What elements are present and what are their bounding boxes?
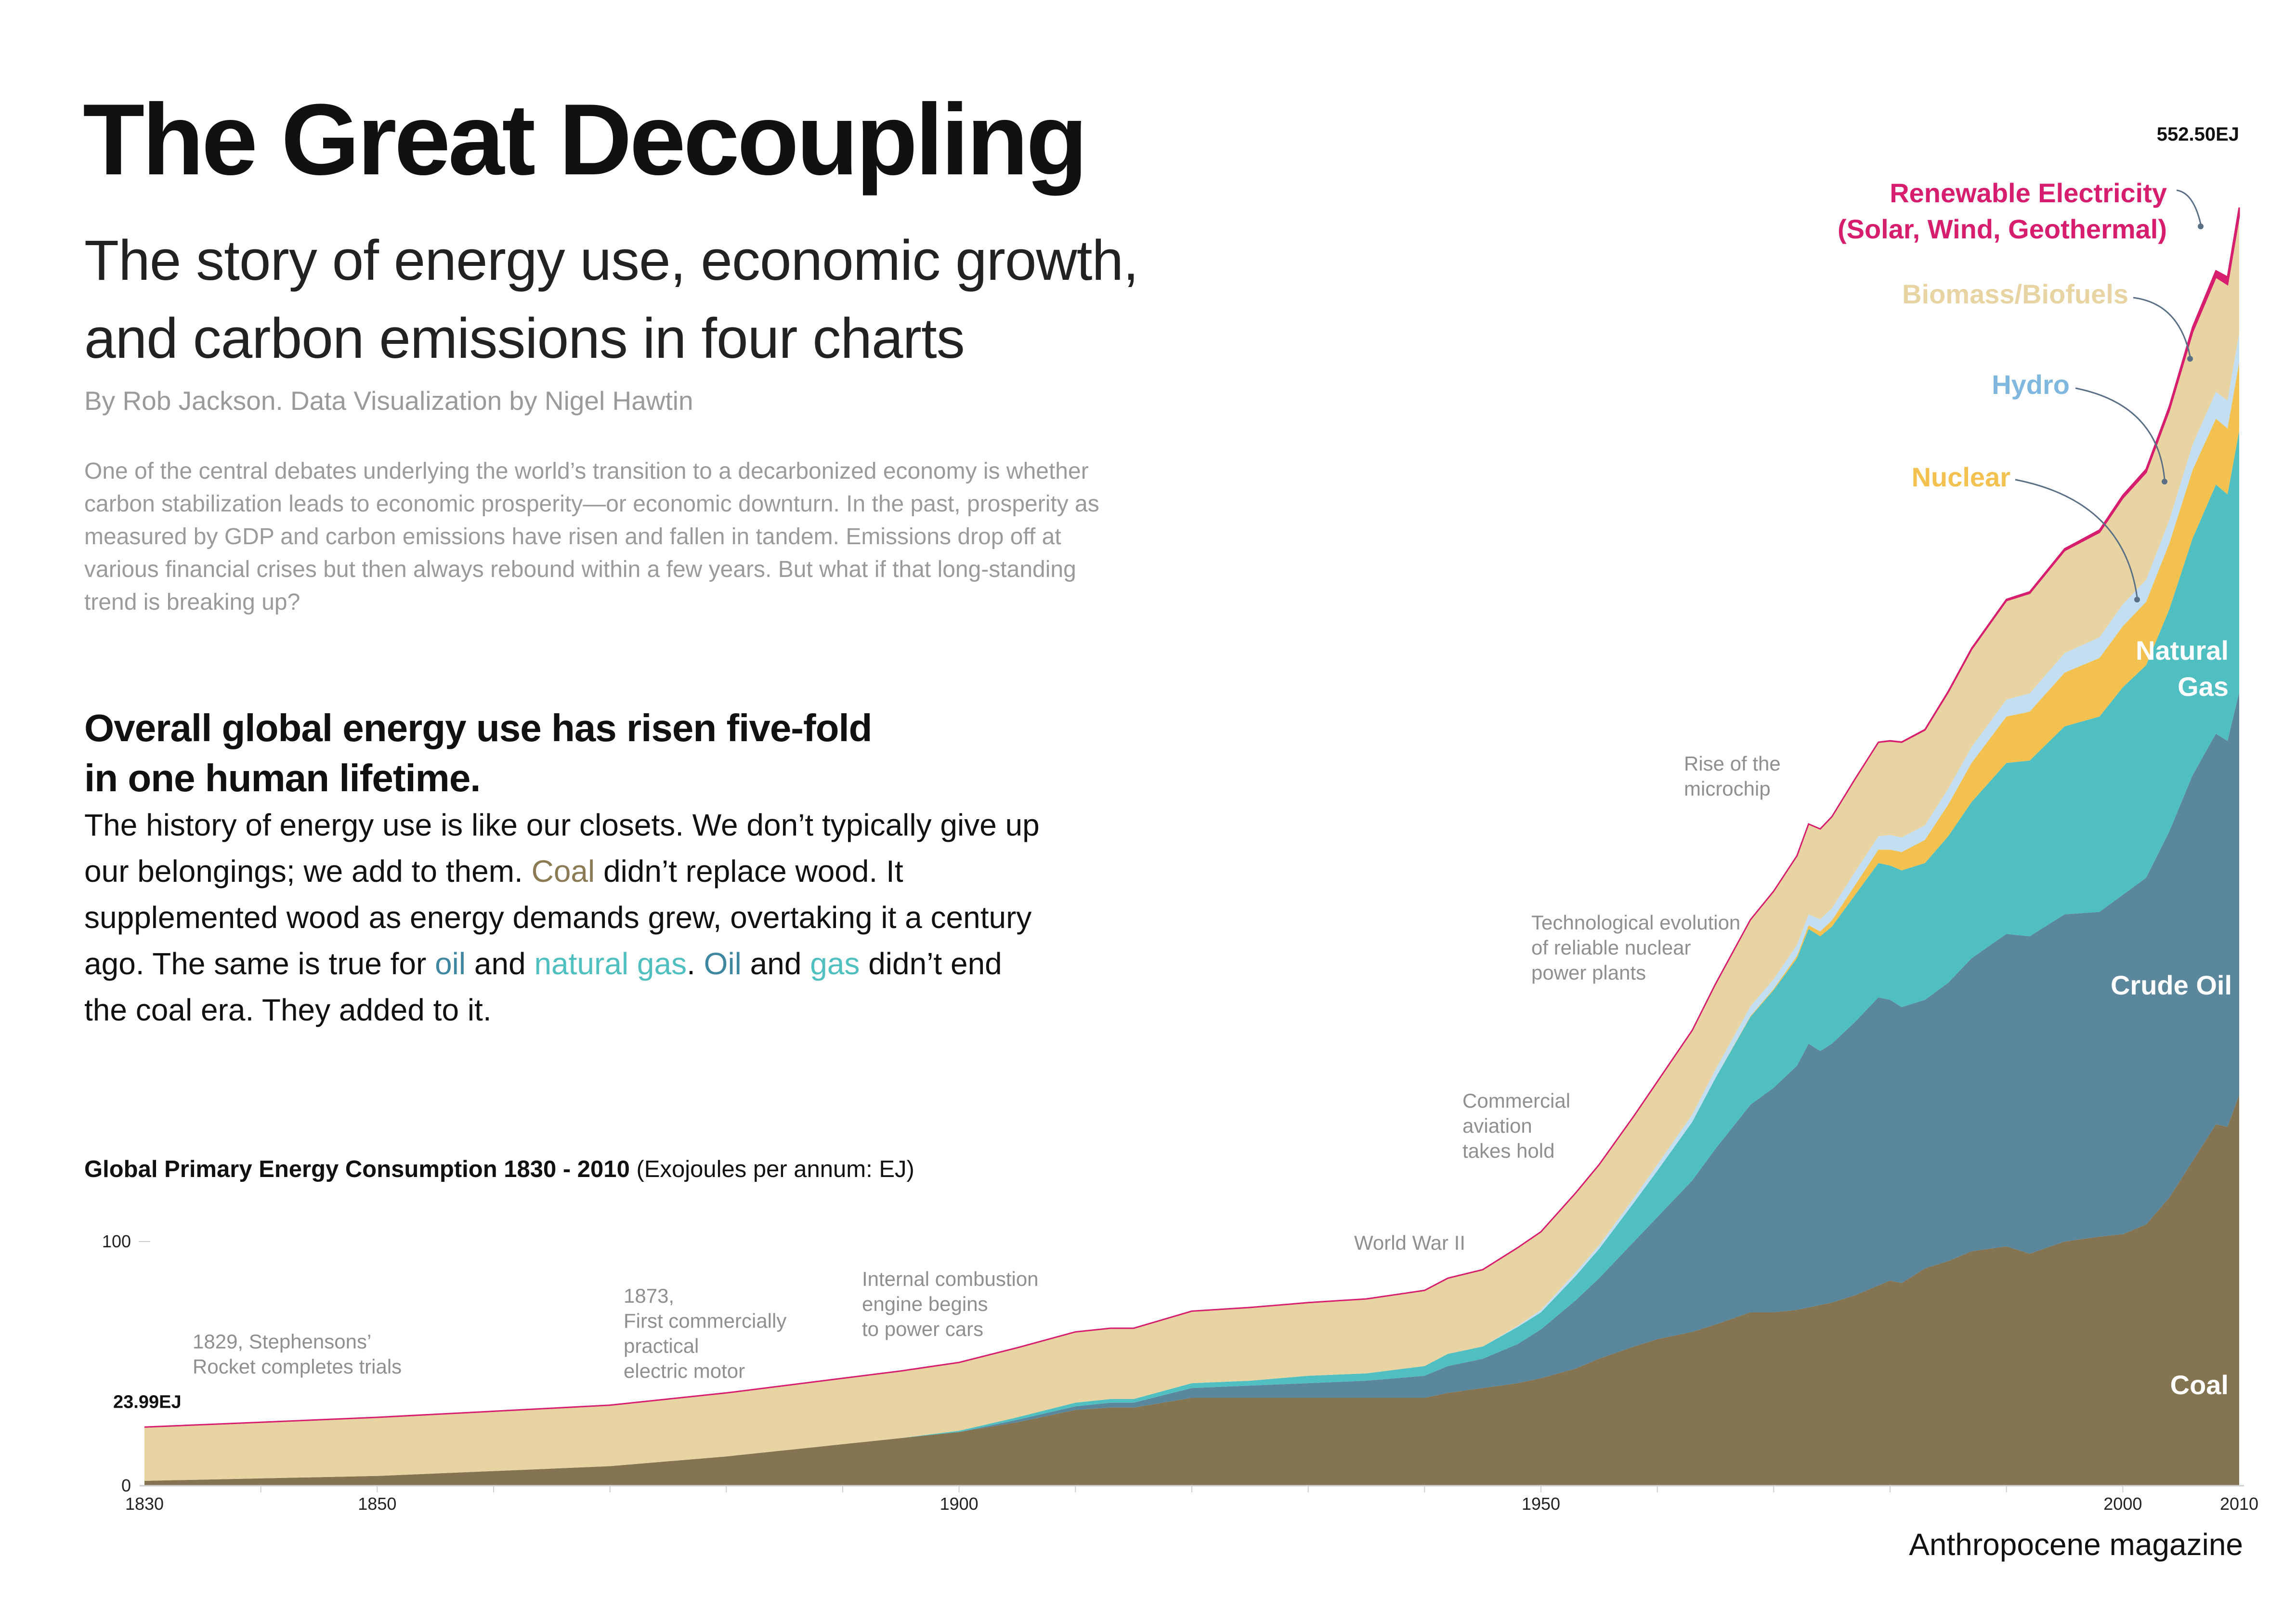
credit: Anthropocene magazine (1909, 1527, 2243, 1562)
y-tick-label: 100 (102, 1231, 131, 1251)
label-hydro: Hydro (1992, 369, 2070, 400)
area-biomass (144, 216, 2239, 1481)
annotation-text: electric motor (624, 1360, 745, 1382)
story-paragraph: The history of energy use is like our cl… (84, 802, 1047, 1033)
area-coal (144, 1095, 2239, 1486)
story-text: didn’t replace wood. It supplemented woo… (84, 854, 1032, 981)
story-text: didn’t end the coal era. They added to i… (84, 946, 1002, 1027)
annotation-text: aviation (1462, 1114, 1532, 1137)
annotation-text: Internal combustion (862, 1268, 1039, 1290)
leader-nuclear-arrowhead (2134, 597, 2140, 602)
oil-highlight: oil (435, 946, 466, 981)
annotation-text: 1873, (624, 1284, 674, 1307)
annotation-text: to power cars (862, 1318, 983, 1340)
label-natural-gas-line2: Gas (2178, 671, 2229, 702)
area-renewables (144, 207, 2240, 1428)
annotation-text: takes hold (1462, 1139, 1554, 1162)
story-text: . (687, 946, 704, 981)
label-biomass: Biomass/Biofuels (1902, 279, 2128, 309)
annotation-text: World War II (1354, 1231, 1465, 1254)
coal-highlight: Coal (531, 854, 595, 889)
end-value-label: 552.50EJ (2157, 124, 2239, 145)
section-headline: Overall global energy use has risen five… (84, 703, 951, 803)
x-tick-label: 1850 (358, 1494, 396, 1514)
headline-line-2: in one human lifetime. (84, 757, 481, 799)
leader-nuclear (2015, 479, 2138, 598)
chart-title-units: (Exojoules per annum: EJ) (629, 1156, 914, 1182)
headline-line-1: Overall global energy use has risen five… (84, 706, 873, 749)
leader-hydro (2075, 387, 2166, 480)
annotation-text: engine begins (862, 1293, 988, 1315)
annotation-text: Commercial (1462, 1089, 1570, 1112)
annotation-text: Rocket completes trials (193, 1355, 402, 1378)
x-tick-label: 1830 (125, 1494, 164, 1514)
page-subtitle: The story of energy use, economic growth… (84, 222, 1192, 378)
y-tick-label: 0 (121, 1476, 131, 1495)
label-coal: Coal (2170, 1370, 2229, 1400)
story-text: The history of energy use is like our cl… (84, 808, 1040, 889)
x-tick-label: 2000 (2103, 1494, 2142, 1514)
story-text: and (741, 946, 810, 981)
annotation-text: 1829, Stephensons’ (193, 1330, 371, 1353)
leader-renewables-arrowhead (2198, 223, 2204, 229)
gas-highlight: natural gas (534, 946, 687, 981)
page-title: The Great Decoupling (83, 83, 1088, 196)
start-value-label: 23.99EJ (113, 1392, 182, 1412)
annotation-text: First commercially (624, 1309, 786, 1332)
annotation-text: of reliable nuclear (1531, 936, 1691, 959)
annotation-text: practical (624, 1334, 699, 1357)
annotation-text: power plants (1531, 961, 1646, 984)
x-tick-label: 2010 (2220, 1494, 2258, 1514)
x-tick-label: 1900 (940, 1494, 978, 1514)
subtitle-line-2: and carbon emissions in four charts (84, 307, 965, 370)
annotation-text: Rise of the (1684, 752, 1781, 775)
leader-biomass-arrowhead (2187, 356, 2193, 362)
label-natural-gas-line1: Natural (2136, 635, 2229, 666)
leader-biomass (2133, 297, 2191, 357)
oil-highlight: Oil (704, 946, 742, 981)
area-gas (144, 431, 2239, 1481)
label-renewables-line1: Renewable Electricity (1890, 178, 2167, 208)
label-renewables-line2: (Solar, Wind, Geothermal) (1838, 214, 2167, 244)
annotation-text: microchip (1684, 777, 1771, 800)
chart-title-bold: Global Primary Energy Consumption 1830 -… (84, 1156, 630, 1182)
x-tick-label: 1950 (1522, 1494, 1560, 1514)
gas-highlight: gas (810, 946, 860, 981)
label-nuclear: Nuclear (1912, 462, 2010, 492)
label-crude-oil: Crude Oil (2111, 970, 2232, 1000)
chart-title: Global Primary Energy Consumption 1830 -… (84, 1156, 914, 1183)
annotation-text: Technological evolution (1531, 911, 1740, 934)
leader-hydro-arrowhead (2162, 479, 2167, 484)
area-oil (144, 692, 2239, 1481)
subtitle-line-1: The story of energy use, economic growth… (84, 229, 1139, 292)
intro-paragraph: One of the central debates underlying th… (84, 458, 1099, 615)
byline: By Rob Jackson. Data Visualization by Ni… (84, 386, 693, 416)
leader-renewables (2176, 189, 2202, 224)
story-text: and (466, 946, 535, 981)
